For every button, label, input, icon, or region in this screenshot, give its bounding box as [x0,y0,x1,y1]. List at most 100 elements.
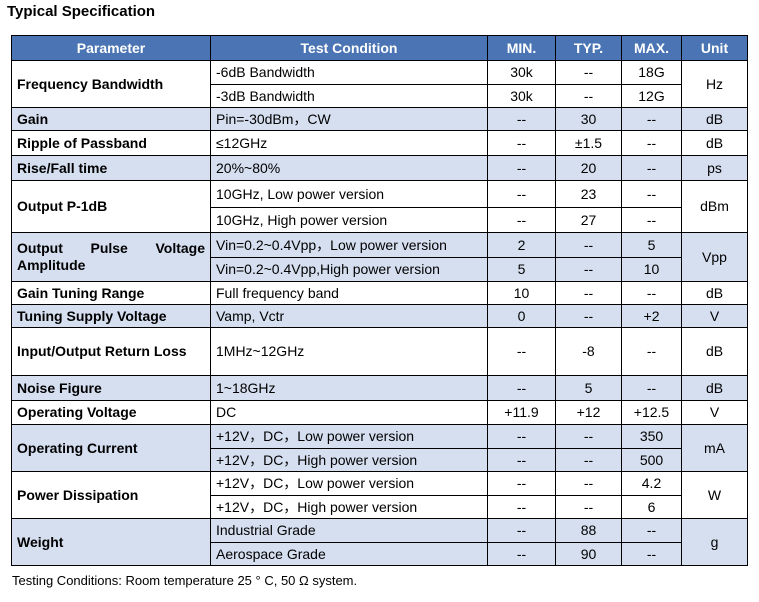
parameter-cell: Operating Voltage [11,400,211,425]
max-cell: 6 [621,495,682,519]
min-cell: 30k [487,60,556,85]
min-cell: -- [487,448,556,472]
table-row: +12V，DC，High power version -- -- 6 [12,495,748,519]
header-row: Parameter Test Condition MIN. TYP. MAX. … [11,35,748,61]
unit-cell: dBm [681,180,748,233]
unit-cell: g [681,518,748,566]
min-cell: -- [487,107,556,131]
parameter-cell: Rise/Fall time [11,155,211,181]
parameter-cell: Power Dissipation [11,471,211,519]
max-cell: 350 [621,424,682,449]
table-row: Noise Figure 1~18GHz -- 5 -- dB [11,375,748,401]
table-row: Weight Industrial Grade -- 88 -- g [11,518,748,566]
typ-cell: -- [555,84,622,108]
specification-table: Parameter Test Condition MIN. TYP. MAX. … [11,35,748,566]
condition-cell: Vin=0.2~0.4Vpp，Low power version [210,232,488,258]
max-cell: -- [621,327,682,376]
table-row: Power Dissipation +12V，DC，Low power versi… [11,471,748,519]
typ-cell: 88 [555,518,622,543]
typ-cell: 20 [555,155,622,181]
typ-cell: -- [555,60,622,85]
condition-cell: Aerospace Grade [210,542,488,566]
header-test-condition: Test Condition [210,35,488,61]
table-row: Input/Output Return Loss 1MHz~12GHz -- -8 --… [11,327,748,376]
unit-cell: V [681,400,748,425]
max-cell: 4.2 [621,471,682,496]
table-row: Output P-1dB 10GHz, Low power version -- 23… [11,180,748,233]
typ-cell: -- [555,232,622,258]
header-parameter: Parameter [11,35,211,61]
parameter-cell: Weight [11,518,211,566]
typ-cell: -8 [555,327,622,376]
max-cell: -- [621,107,682,131]
typ-cell: -- [555,448,622,472]
condition-cell: +12V，DC，Low power version [210,471,488,496]
unit-cell: W [681,471,748,519]
typ-cell: +12 [555,400,622,425]
condition-cell: 10GHz, High power version [210,207,488,233]
typ-cell: -- [555,257,622,282]
max-cell: +12.5 [621,400,682,425]
unit-cell: dB [681,107,748,131]
typ-cell: -- [555,471,622,496]
table-row: Output Pulse Voltage Amplitude Vin=0.2~0.… [11,232,748,282]
table-row: Frequency Bandwidth -6dB Bandwidth 30k -- 18… [11,60,748,108]
unit-cell: mA [681,424,748,472]
max-cell: 18G [621,60,682,85]
condition-cell: Industrial Grade [210,518,488,543]
min-cell: -- [487,180,556,208]
condition-cell: 10GHz, Low power version [210,180,488,208]
max-cell: -- [621,130,682,156]
min-cell: 2 [487,232,556,258]
typ-cell: 30 [555,107,622,131]
typ-cell: 5 [555,375,622,401]
header-unit: Unit [681,35,748,61]
header-max: MAX. [621,35,682,61]
typ-cell: -- [555,495,622,519]
unit-cell: Hz [681,60,748,108]
footnote: Testing Conditions: Room temperature 25 … [12,573,358,588]
condition-cell: 1~18GHz [210,375,488,401]
condition-cell: DC [210,400,488,425]
table-row: Gain Tuning Range Full frequency band 10 --… [11,281,748,305]
min-cell: -- [487,542,556,566]
max-cell: -- [621,180,682,208]
min-cell: -- [487,207,556,233]
min-cell: 5 [487,257,556,282]
header-min: MIN. [487,35,556,61]
table-row: Gain Pin=-30dBm，CW -- 30 -- dB [11,107,748,131]
table-row: Operating Current +12V，DC，Low power versi… [11,424,748,472]
header-typ: TYP. [555,35,622,61]
max-cell: -- [621,518,682,543]
condition-cell: +12V，DC，High power version [210,495,488,519]
min-cell: -- [487,327,556,376]
typ-cell: -- [555,424,622,449]
condition-cell: Vin=0.2~0.4Vpp,High power version [210,257,488,282]
unit-cell: V [681,304,748,328]
min-cell: -- [487,155,556,181]
parameter-cell: Operating Current [11,424,211,472]
unit-cell: ps [681,155,748,181]
condition-cell: 1MHz~12GHz [210,327,488,376]
max-cell: 500 [621,448,682,472]
min-cell: 0 [487,304,556,328]
max-cell: +2 [621,304,682,328]
unit-cell: dB [681,281,748,305]
min-cell: -- [487,375,556,401]
min-cell: 30k [487,84,556,108]
condition-cell: 20%~80% [210,155,488,181]
condition-cell: Full frequency band [210,281,488,305]
min-cell: -- [487,495,556,519]
max-cell: -- [621,542,682,566]
table-row: Vin=0.2~0.4Vpp,High power version 5 -- 10 [12,257,748,282]
condition-cell: +12V，DC，High power version [210,448,488,472]
table-row: Rise/Fall time 20%~80% -- 20 -- ps [11,155,748,181]
max-cell: -- [621,281,682,305]
parameter-cell: Tuning Supply Voltage [11,304,211,328]
condition-cell: -6dB Bandwidth [210,60,488,85]
unit-cell: dB [681,375,748,401]
max-cell: -- [621,207,682,233]
min-cell: -- [487,518,556,543]
typ-cell: -- [555,304,622,328]
min-cell: 10 [487,281,556,305]
